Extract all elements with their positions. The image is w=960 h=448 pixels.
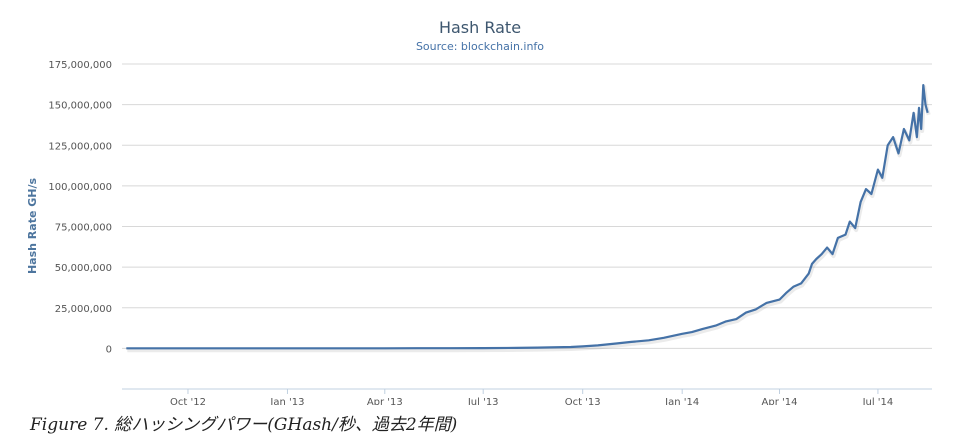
y-tick-label: 175,000,000: [48, 60, 112, 71]
x-tick-label: Apr '14: [762, 397, 798, 405]
hash-rate-chart: Hash Rate Source: blockchain.info Hash R…: [26, 18, 932, 405]
chart-title: Hash Rate: [439, 18, 521, 37]
series-layer: [126, 83, 931, 353]
y-tick-label: 125,000,000: [48, 141, 112, 152]
hash-rate-series-line: [126, 83, 929, 350]
x-tick-label: Jan '14: [664, 397, 699, 405]
series-shadow: [127, 85, 931, 353]
y-tick-label: 100,000,000: [48, 182, 112, 193]
x-tick-label: Apr '13: [367, 397, 403, 405]
y-axis-label: Hash Rate GH/s: [26, 178, 39, 275]
x-tick-label: Oct '13: [565, 397, 601, 405]
x-tick-label: Jul '13: [467, 397, 499, 405]
x-axis-ticks: Oct '12 Jan '13 Apr '13 Jul '13 Oct '13 Jan '…: [170, 389, 893, 405]
x-tick-label: Jul '14: [862, 397, 894, 405]
y-tick-label: 25,000,000: [55, 304, 112, 315]
x-tick-label: Oct '12: [170, 397, 206, 405]
grid-lines: [122, 63, 932, 349]
y-tick-label: 50,000,000: [55, 263, 112, 274]
y-tick-label: 150,000,000: [48, 101, 112, 112]
y-tick-label: 0: [106, 344, 112, 355]
figure-caption: Figure 7. 総ハッシングパワー(GHash/秒、過去2年間): [30, 415, 458, 435]
y-tick-label: 75,000,000: [55, 223, 112, 234]
x-tick-label: Jan '13: [269, 397, 304, 405]
y-axis-ticks: 0 25,000,000 50,000,000 75,000,000 100,000,0…: [48, 60, 112, 355]
chart-subtitle: Source: blockchain.info: [416, 40, 544, 53]
